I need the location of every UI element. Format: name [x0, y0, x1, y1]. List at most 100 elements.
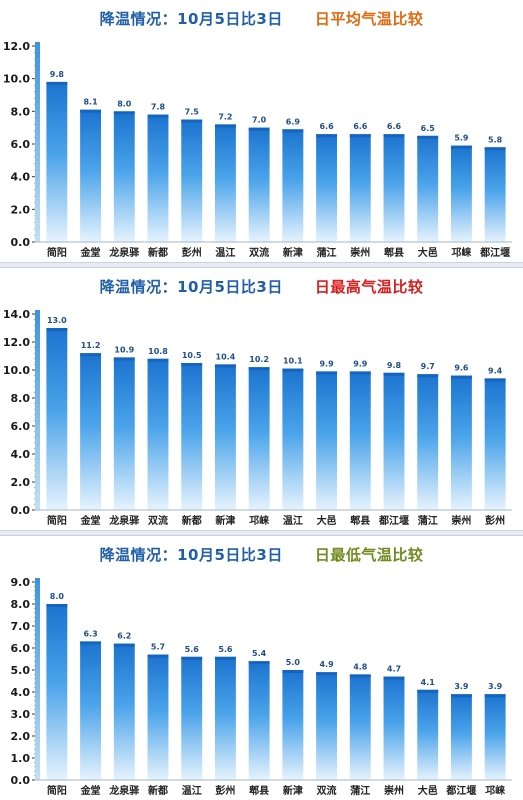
y-tick-label: 8.0	[11, 598, 31, 611]
bar-top	[316, 672, 338, 676]
x-tick-label: 简阳	[47, 246, 67, 259]
y-tick-label: 1.0	[11, 752, 31, 765]
bar-top	[248, 367, 270, 371]
bar	[349, 674, 371, 780]
chart-panel-min: 降温情况：10月5日比3日 日最低气温比较 0.0 1.0 2.0 3.0 4.0 5.0…	[0, 536, 523, 800]
bar	[248, 661, 270, 780]
x-tick-label: 郫县	[384, 246, 404, 259]
bar	[113, 643, 135, 780]
data-label: 10.8	[148, 347, 168, 356]
panel-divider	[0, 530, 523, 536]
data-label: 8.0	[117, 99, 132, 108]
bar	[80, 353, 102, 510]
bar	[113, 357, 135, 510]
bar-top	[80, 109, 102, 113]
x-tick-label: 大邑	[317, 514, 337, 527]
chart-title-sub: 日最低气温比较	[314, 545, 424, 564]
bar	[484, 378, 506, 510]
bar-top	[248, 127, 270, 131]
bar-top	[46, 604, 68, 607]
y-axis-line	[35, 42, 40, 242]
data-label: 5.6	[185, 645, 200, 654]
x-tick-label: 新都	[182, 514, 202, 527]
bar-top	[450, 145, 472, 149]
x-tick-label: 邛崃	[451, 246, 471, 259]
chart-title-main: 降温情况：10月5日比3日	[99, 545, 283, 564]
x-tick-label: 温江	[283, 514, 303, 527]
x-tick-label: 龙泉驿	[108, 246, 140, 259]
data-label: 4.7	[387, 665, 401, 674]
x-tick-label: 龙泉驿	[108, 514, 140, 527]
bar-top	[80, 353, 102, 357]
bar-top	[282, 368, 304, 372]
y-axis-line	[35, 310, 40, 510]
bar-top	[80, 641, 102, 645]
data-label: 9.6	[454, 364, 469, 373]
bar-top	[450, 375, 472, 379]
x-tick-label: 简阳	[47, 514, 67, 527]
bar	[316, 134, 338, 242]
bar-chart-avg: 0.0 2.0 4.0 6.0 8.0 10.0 12.0 9.8 简阳 8.1 金堂 8.0 龙泉驿 7…	[3, 40, 512, 259]
data-label: 7.5	[185, 108, 200, 117]
data-label: 5.6	[218, 645, 233, 654]
bar-top	[214, 364, 236, 368]
x-tick-label: 新都	[148, 784, 168, 797]
bar	[484, 694, 506, 780]
data-label: 7.0	[252, 116, 267, 125]
bar	[316, 371, 338, 510]
bar	[113, 111, 135, 242]
bar	[147, 654, 169, 780]
bar-top	[282, 129, 304, 133]
y-tick-label: 8.0	[11, 392, 31, 405]
y-tick-label: 14.0	[3, 308, 30, 321]
data-label: 5.9	[454, 134, 469, 143]
bar	[46, 81, 68, 242]
bar	[450, 694, 472, 780]
x-tick-label: 双流	[148, 514, 168, 527]
bar	[248, 367, 270, 510]
chart-title-main: 降温情况：10月5日比3日	[99, 9, 283, 28]
data-label: 6.2	[117, 632, 131, 641]
bar-top	[147, 654, 169, 658]
x-tick-label: 新都	[148, 246, 168, 259]
bar	[450, 145, 472, 242]
bar	[383, 134, 405, 242]
x-tick-label: 都江堰	[479, 246, 510, 259]
bar	[282, 368, 304, 510]
y-tick-label: 7.0	[11, 620, 31, 633]
y-tick-label: 9.0	[11, 576, 31, 589]
bar	[417, 135, 439, 242]
bar	[282, 129, 304, 242]
x-tick-label: 新津	[283, 784, 303, 797]
bar-top	[484, 694, 506, 698]
panel-divider	[0, 262, 523, 268]
x-tick-label: 温江	[182, 784, 202, 797]
x-tick-label: 大邑	[418, 784, 438, 797]
data-label: 6.6	[387, 122, 402, 131]
data-label: 11.2	[81, 341, 101, 350]
bar-top	[383, 372, 405, 376]
x-tick-label: 彭州	[485, 514, 505, 527]
x-tick-label: 郫县	[249, 784, 269, 797]
x-tick-label: 双流	[249, 246, 269, 259]
data-label: 13.0	[47, 316, 67, 325]
bar	[214, 656, 236, 780]
x-tick-label: 崇州	[384, 784, 404, 797]
x-tick-label: 简阳	[47, 784, 67, 797]
data-label: 8.0	[50, 592, 65, 601]
bar	[248, 127, 270, 242]
bar	[417, 374, 439, 510]
data-label: 10.2	[249, 355, 269, 364]
bar	[80, 109, 102, 242]
data-label: 5.8	[488, 135, 503, 144]
bar-top	[282, 670, 304, 673]
data-label: 10.1	[283, 357, 303, 366]
x-tick-label: 彭州	[182, 246, 202, 259]
chart-title: 降温情况：10月5日比3日 日最高气温比较	[0, 268, 523, 304]
y-tick-label: 4.0	[11, 686, 31, 699]
x-tick-label: 温江	[215, 246, 235, 259]
bar-top	[484, 378, 506, 382]
data-label: 4.9	[319, 660, 334, 669]
data-label: 7.8	[151, 103, 166, 112]
y-tick-label: 2.0	[11, 476, 31, 489]
